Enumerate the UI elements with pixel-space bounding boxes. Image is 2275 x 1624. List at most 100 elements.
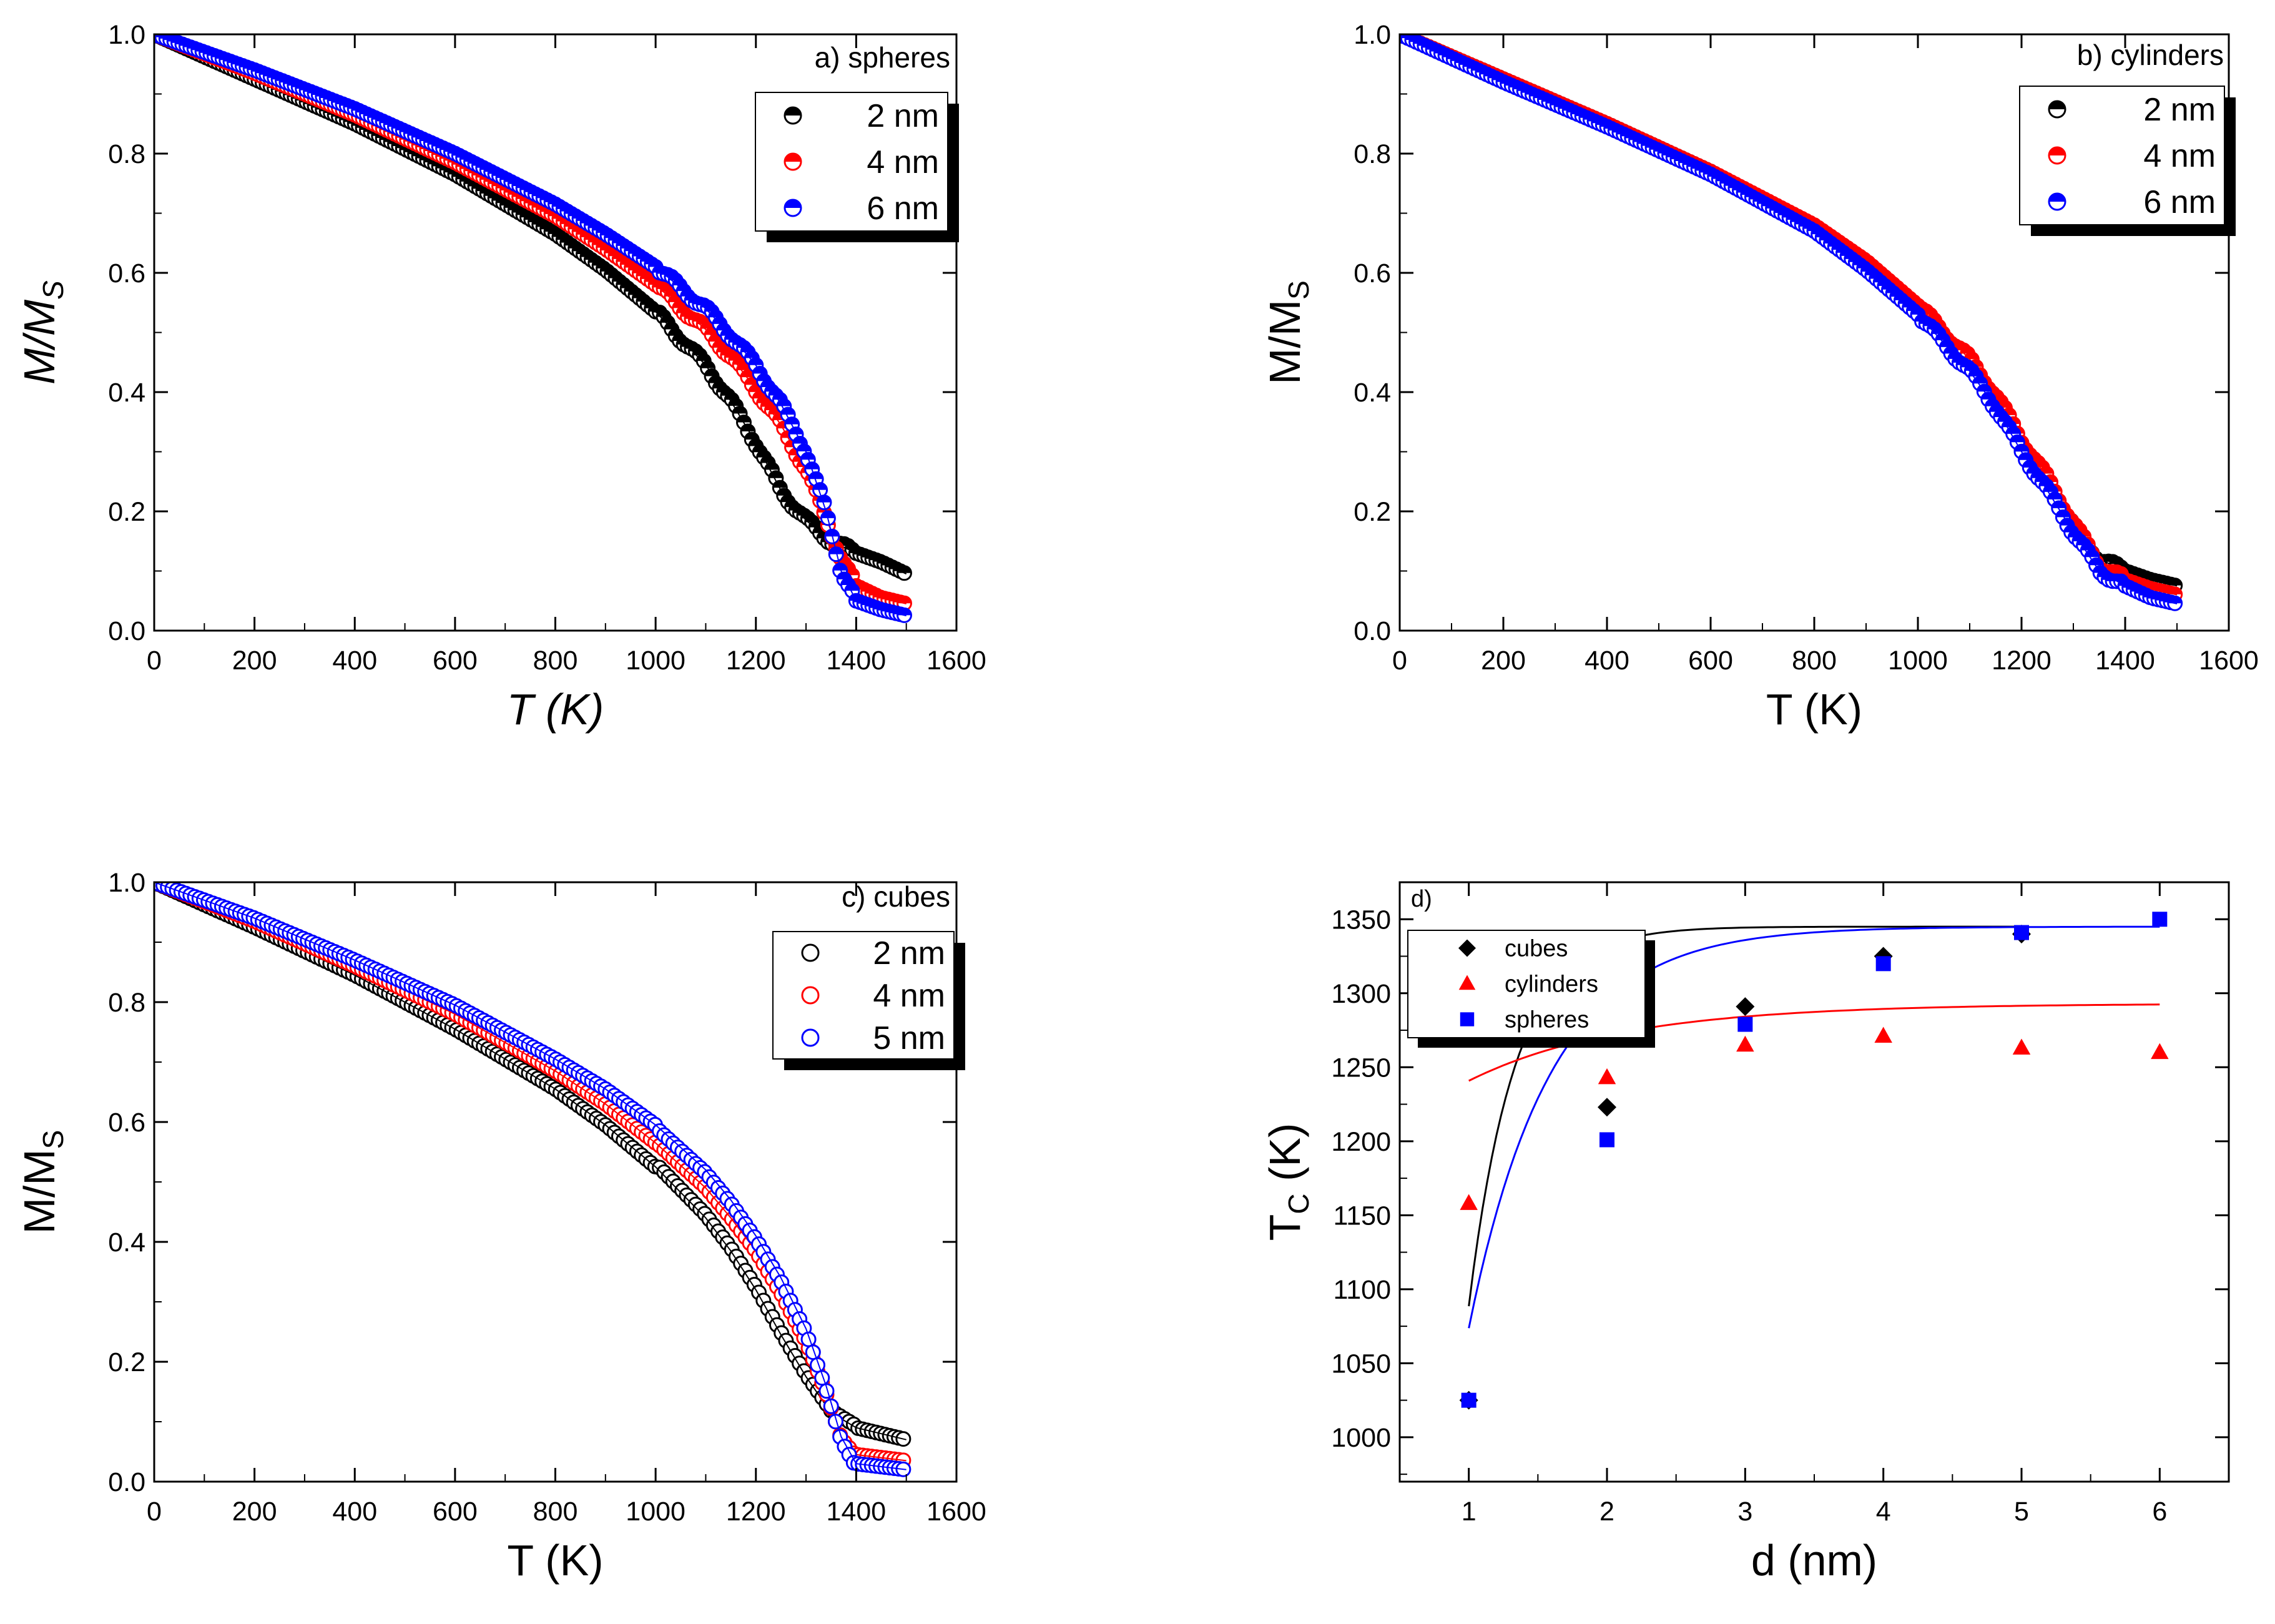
data-point-cylinders: [2012, 1038, 2031, 1055]
y-axis-label: M/MS: [15, 280, 69, 385]
data-point: [816, 495, 832, 511]
chart-panel-d: 1 2 3 4 5 6 1000 1050 1100 1150 1200 1250 1300 1350 d …: [1260, 881, 2230, 1585]
x-tick-label: 400: [332, 646, 377, 676]
data-point-cubes: [1736, 997, 1755, 1016]
marker-fill: [705, 369, 719, 376]
marker-fill: [2089, 558, 2103, 566]
data-point-spheres: [1737, 1016, 1753, 1032]
marker-fill: [740, 424, 755, 431]
y-tick-label: 1000: [1331, 1423, 1391, 1453]
marker-fill: [147, 27, 161, 34]
x-tick-label: 1400: [827, 1497, 887, 1527]
data-point-spheres: [1461, 1392, 1477, 1408]
marker-fill: [1393, 27, 1407, 34]
x-tick-label: 600: [433, 1497, 478, 1527]
y-tick-label: 1050: [1331, 1349, 1391, 1379]
marker-fill: [1393, 27, 1407, 34]
x-tick-label: 2: [1599, 1497, 1614, 1527]
y-tick-label: 1350: [1331, 905, 1391, 935]
x-tick-label: 1200: [726, 646, 786, 676]
marker-fill: [2049, 101, 2065, 109]
x-axis-label: T (K): [507, 1536, 603, 1585]
marker-fill: [147, 27, 161, 34]
legend-marker: [784, 199, 802, 217]
chart-panel-b: 0 200 400 600 800 1000 1200 1400 1600 0.0 0.2 0.4 0.…: [1260, 20, 2259, 734]
marker-fill: [1393, 27, 1407, 34]
data-point-cylinders: [1460, 1194, 1478, 1210]
legend-marker: [801, 1028, 820, 1047]
y-tick-label: 0.4: [108, 378, 145, 408]
marker-fill: [781, 408, 795, 415]
legend-marker: [1458, 975, 1476, 990]
legend-marker: [784, 152, 802, 171]
chart-panel-a: 0 200 400 600 800 1000 1200 1400 1600 0.0 0.2 0.4 0.…: [15, 20, 986, 734]
marker-fill: [817, 495, 831, 503]
marker-fill: [805, 462, 819, 470]
plot-area: [154, 882, 911, 1477]
series-line: [154, 34, 907, 617]
x-tick-label: 3: [1737, 1497, 1752, 1527]
y-tick-label: 1300: [1331, 979, 1391, 1009]
x-tick-label: 600: [433, 646, 478, 676]
data-point-spheres: [1599, 1132, 1614, 1148]
y-axis-label: M/MS: [1260, 280, 1315, 385]
marker-fill: [2010, 435, 2025, 443]
marker-fill: [789, 427, 803, 435]
y-tick-label: 1250: [1331, 1053, 1391, 1083]
legend-label: 4 nm: [867, 144, 939, 180]
x-tick-label: 1400: [2095, 646, 2155, 676]
series-line: [154, 882, 907, 1440]
y-tick-label: 0.0: [108, 1467, 145, 1497]
legend: 2 nm 4 nm 6 nm: [755, 92, 959, 242]
x-tick-label: 5: [2014, 1497, 2029, 1527]
legend-marker: [1458, 939, 1476, 957]
plot-area: [1393, 27, 2183, 611]
legend-marker: [2048, 100, 2066, 119]
data-point: [827, 1414, 843, 1430]
x-tick-label: 0: [147, 646, 162, 676]
y-tick-label: 0.2: [108, 497, 145, 527]
x-tick-label: 800: [533, 1497, 578, 1527]
marker-fill: [897, 596, 911, 604]
data-point: [896, 607, 912, 623]
marker-fill: [809, 472, 823, 480]
x-axis-label: d (nm): [1751, 1536, 1877, 1585]
y-tick-label: 1.0: [108, 20, 145, 50]
marker-fill: [2168, 596, 2182, 604]
data-point: [823, 1398, 839, 1414]
x-tick-label: 0: [147, 1497, 162, 1527]
x-tick-label: 200: [232, 646, 277, 676]
marker-fill: [2049, 147, 2065, 155]
legend-marker: [2048, 192, 2066, 211]
x-tick-label: 1200: [726, 1497, 786, 1527]
data-point-spheres: [1875, 956, 1891, 972]
marker-fill: [785, 107, 801, 116]
legend-label: 2 nm: [873, 935, 945, 972]
legend: 2 nm 4 nm 6 nm: [2019, 86, 2236, 236]
y-axis-label-main: T: [1260, 1214, 1309, 1241]
x-tick-label: 200: [232, 1497, 277, 1527]
x-tick-label: 600: [1688, 646, 1733, 676]
chart-panel-c: 0 200 400 600 800 1000 1200 1400 1600 0.0 0.2 0.4 0.…: [15, 868, 986, 1585]
marker-fill: [749, 358, 763, 365]
y-axis-label: TC (K): [1260, 1123, 1315, 1241]
marker-fill: [2018, 453, 2033, 460]
data-point-spheres: [2014, 925, 2029, 940]
legend-marker: [784, 106, 802, 125]
legend-box: [1407, 930, 1646, 1038]
y-axis-label-sub: S: [37, 1130, 69, 1149]
marker-fill: [1911, 307, 1925, 315]
legend: cubes cylinders spheres: [1407, 930, 1655, 1048]
y-axis-label-sub: S: [1282, 280, 1315, 300]
series-6nm: [147, 27, 912, 623]
panel-title: c) cubes: [842, 880, 950, 913]
data-point-cylinders: [1598, 1068, 1616, 1085]
y-tick-label: 1150: [1334, 1201, 1391, 1231]
legend-label: 4 nm: [2143, 138, 2216, 174]
marker-fill: [785, 154, 801, 162]
y-tick-label: 0.0: [108, 616, 145, 646]
x-tick-label: 400: [332, 1497, 377, 1527]
series-6nm: [1393, 27, 2183, 611]
panel-title: a) spheres: [815, 41, 950, 74]
marker-fill: [1932, 327, 1946, 334]
